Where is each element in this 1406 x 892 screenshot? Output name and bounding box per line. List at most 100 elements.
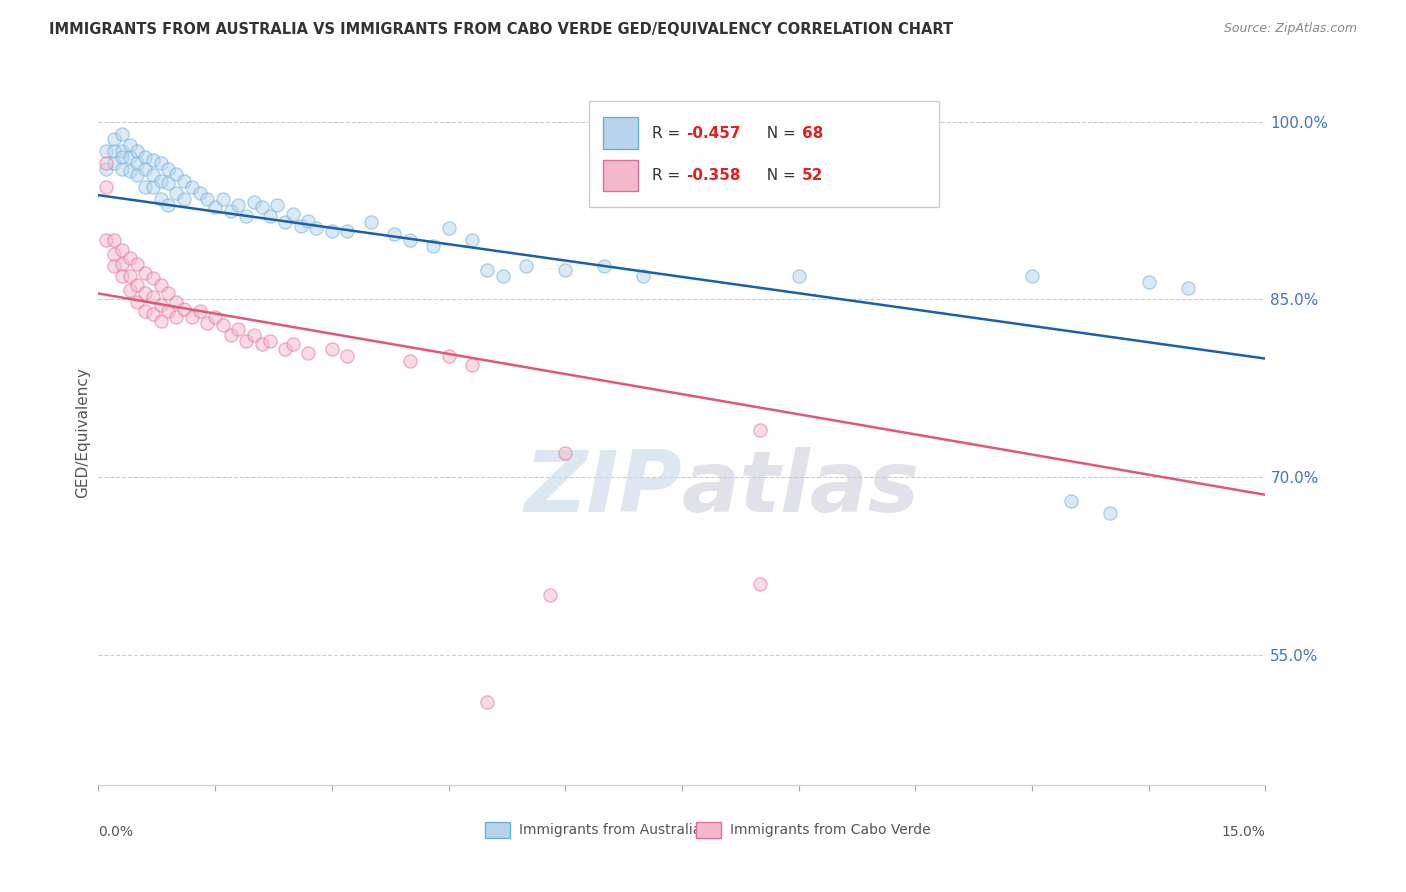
Point (461, 233, 484, 247)
Text: IMMIGRANTS FROM AUSTRALIA VS IMMIGRANTS FROM CABO VERDE GED/EQUIVALENCY CORRELAT: IMMIGRANTS FROM AUSTRALIA VS IMMIGRANTS … (49, 22, 953, 37)
Point (142, 168, 165, 182)
Point (195, 192, 218, 206)
Point (422, 239, 444, 253)
Point (437, 221, 460, 235)
Point (157, 304, 180, 318)
Point (127, 156, 149, 170)
Point (127, 257, 149, 271)
Point (127, 278, 149, 293)
Point (188, 304, 211, 318)
Point (748, 423, 770, 437)
Point (134, 286, 156, 301)
Point (398, 233, 420, 247)
Point (103, 145, 125, 159)
Point (290, 219, 312, 233)
Point (219, 327, 242, 342)
Text: R =: R = (651, 126, 685, 141)
Point (96, 179, 118, 194)
Point (1098, 506, 1121, 520)
Point (492, 268, 515, 283)
Point (173, 192, 195, 206)
Point (593, 259, 616, 273)
Point (360, 215, 382, 229)
Point (96, 145, 118, 159)
Point (477, 695, 499, 709)
Point (195, 316, 218, 330)
Point (111, 150, 134, 164)
Point (281, 337, 304, 351)
Point (127, 145, 149, 159)
Text: ZIP: ZIP (524, 448, 682, 531)
Point (259, 210, 281, 224)
Point (165, 310, 187, 325)
Point (1137, 275, 1160, 289)
Point (118, 150, 141, 164)
Point (165, 294, 187, 309)
Point (437, 349, 460, 363)
Point (243, 327, 266, 342)
Point (398, 354, 420, 368)
Point (111, 243, 134, 257)
Point (305, 221, 328, 235)
Point (219, 203, 242, 218)
Text: -0.457: -0.457 (686, 126, 741, 141)
Point (235, 210, 257, 224)
Point (281, 207, 304, 221)
Text: -0.358: -0.358 (686, 168, 741, 183)
Point (477, 262, 499, 277)
Point (134, 150, 156, 164)
Point (1060, 493, 1083, 508)
Point (103, 247, 125, 261)
Point (382, 227, 405, 242)
Point (142, 153, 165, 167)
Point (631, 268, 654, 283)
Point (336, 224, 359, 238)
Point (180, 179, 202, 194)
Point (103, 132, 125, 146)
Text: 68: 68 (801, 126, 824, 141)
Point (461, 358, 484, 372)
Text: R =: R = (651, 168, 685, 183)
Point (118, 164, 141, 178)
Point (118, 283, 141, 297)
Point (235, 334, 257, 348)
Point (259, 334, 281, 348)
Point (212, 192, 235, 206)
Point (149, 174, 172, 188)
Point (321, 224, 343, 238)
Point (243, 195, 266, 210)
Point (188, 186, 211, 200)
Text: N =: N = (756, 126, 800, 141)
Point (1021, 268, 1043, 283)
Point (142, 271, 165, 285)
Point (96, 156, 118, 170)
Point (134, 266, 156, 280)
Point (787, 268, 810, 283)
Point (274, 342, 297, 356)
Text: Immigrants from Cabo Verde: Immigrants from Cabo Verde (730, 822, 931, 837)
Point (157, 197, 180, 211)
Point (173, 301, 195, 316)
Point (250, 200, 273, 214)
Point (118, 268, 141, 283)
Point (228, 322, 250, 336)
Point (134, 304, 156, 318)
Point (118, 138, 141, 153)
Point (274, 215, 297, 229)
Point (103, 259, 125, 273)
Point (96, 233, 118, 247)
Point (297, 345, 319, 359)
Point (149, 156, 172, 170)
Point (127, 168, 149, 182)
Point (538, 589, 561, 603)
Point (180, 310, 202, 325)
Text: 52: 52 (801, 168, 824, 183)
Point (748, 576, 770, 591)
Point (149, 298, 172, 312)
Text: 0.0%: 0.0% (98, 825, 134, 839)
Point (134, 179, 156, 194)
Point (111, 257, 134, 271)
Point (111, 145, 134, 159)
Point (515, 259, 537, 273)
Point (111, 127, 134, 141)
